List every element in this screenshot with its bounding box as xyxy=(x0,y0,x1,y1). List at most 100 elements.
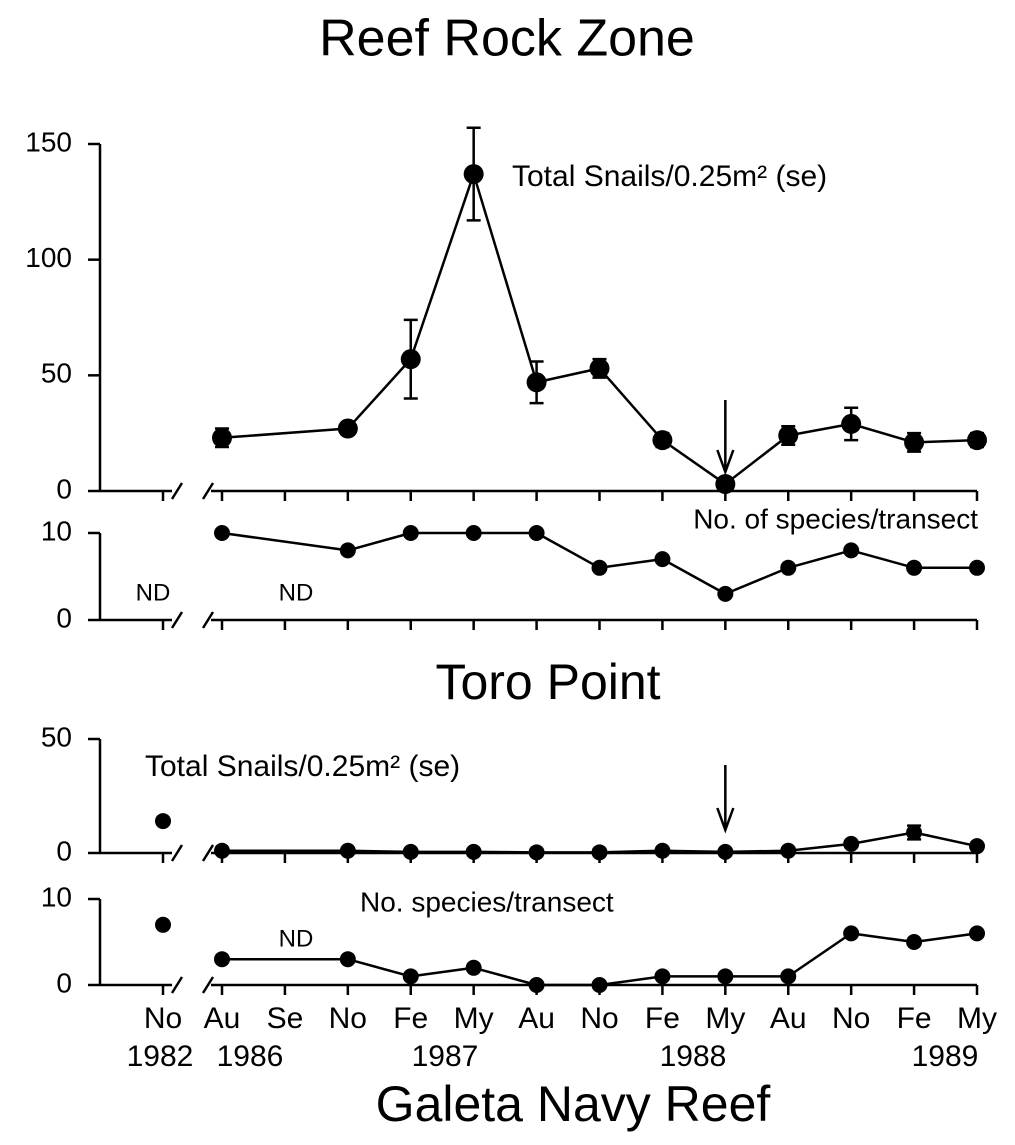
data-point xyxy=(717,585,734,602)
x-axis-label: Galeta Navy Reef xyxy=(376,1076,771,1132)
axis-break xyxy=(170,482,184,500)
line-segment xyxy=(850,831,915,846)
y-tick-label: 0 xyxy=(56,473,72,504)
line-segment xyxy=(221,427,348,440)
line-segment xyxy=(472,173,538,383)
y-tick-label: 10 xyxy=(41,881,72,912)
line-segment xyxy=(598,367,664,441)
data-point xyxy=(589,358,610,379)
axis-break xyxy=(201,611,215,629)
year-label: 1987 xyxy=(412,1040,479,1073)
data-point xyxy=(906,824,923,841)
data-point xyxy=(528,844,545,861)
line-segment xyxy=(725,849,789,854)
line-segment xyxy=(347,531,412,552)
panel-label: No. of species/transect xyxy=(693,503,978,534)
data-point xyxy=(906,934,923,950)
line-segment xyxy=(788,422,852,437)
data-point xyxy=(339,842,356,859)
data-point xyxy=(214,842,230,859)
data-point xyxy=(906,559,923,576)
data-point xyxy=(591,977,608,993)
data-point xyxy=(780,559,797,576)
data-point xyxy=(400,349,421,370)
annotation: ND xyxy=(279,925,314,952)
data-point xyxy=(843,835,860,852)
data-point xyxy=(841,413,862,434)
line-segment xyxy=(599,557,663,570)
x-tick-label: Au xyxy=(770,1002,807,1035)
x-tick-label: No xyxy=(832,1002,870,1035)
year-label: 1982 xyxy=(127,1040,194,1073)
data-point xyxy=(402,843,419,860)
x-tick-label: No xyxy=(580,1002,618,1035)
line-segment xyxy=(347,849,411,854)
data-point xyxy=(339,542,356,559)
data-point xyxy=(969,559,985,576)
data-point xyxy=(843,542,860,559)
x-tick-label: No xyxy=(329,1002,367,1035)
data-point xyxy=(402,968,419,985)
line-segment xyxy=(787,932,852,978)
data-point xyxy=(465,843,482,860)
arrow xyxy=(716,400,735,476)
data-point xyxy=(155,813,171,830)
y-tick-label: 100 xyxy=(25,242,72,273)
axis-break xyxy=(170,844,184,862)
arrow xyxy=(716,765,735,834)
data-point xyxy=(591,844,608,861)
annotation: ND xyxy=(136,579,171,606)
year-label: 1988 xyxy=(660,1040,727,1073)
line-segment xyxy=(724,566,789,596)
data-point xyxy=(465,525,482,541)
data-point xyxy=(591,559,608,576)
data-point xyxy=(717,843,734,860)
axis-break xyxy=(170,976,184,994)
line-segment xyxy=(221,531,349,552)
data-point xyxy=(778,425,799,446)
x-tick-label: Au xyxy=(204,1002,241,1035)
x-tick-label: Au xyxy=(518,1002,555,1035)
data-point xyxy=(402,525,419,541)
line-segment xyxy=(473,966,537,987)
panel-label: No. species/transect xyxy=(360,886,614,917)
data-point xyxy=(337,418,358,439)
axis-break xyxy=(201,976,215,994)
x-tick-label: My xyxy=(454,1002,494,1035)
axis-break xyxy=(201,844,215,862)
data-point xyxy=(654,551,671,568)
y-tick-label: 10 xyxy=(41,515,72,546)
panel-title: Toro Point xyxy=(435,654,660,710)
line-segment xyxy=(599,849,663,854)
year-label: 1989 xyxy=(912,1040,979,1073)
year-label: 1986 xyxy=(217,1040,284,1073)
line-segment xyxy=(787,549,852,570)
x-tick-label: Fe xyxy=(393,1002,428,1035)
data-point xyxy=(214,525,230,541)
data-point xyxy=(967,430,987,451)
data-point xyxy=(843,925,860,942)
x-tick-label: Fe xyxy=(645,1002,680,1035)
y-tick-label: 0 xyxy=(56,967,72,998)
data-point xyxy=(654,842,671,859)
data-point xyxy=(969,838,985,855)
data-point xyxy=(155,916,171,933)
line-segment xyxy=(914,438,978,444)
data-point xyxy=(214,951,230,968)
data-point xyxy=(528,525,545,541)
y-tick-label: 50 xyxy=(41,358,72,389)
y-tick-label: 50 xyxy=(41,721,72,752)
x-tick-label: My xyxy=(705,1002,745,1035)
x-tick-label: No xyxy=(144,1002,182,1035)
data-point xyxy=(715,474,736,495)
data-point xyxy=(526,372,547,393)
annotation: ND xyxy=(279,579,314,606)
data-point xyxy=(463,164,484,185)
axis-break xyxy=(201,482,215,500)
panel-title: Reef Rock Zone xyxy=(319,10,695,68)
line-segment xyxy=(599,975,663,987)
data-point xyxy=(904,432,925,453)
data-point xyxy=(780,968,797,985)
data-point xyxy=(780,842,797,859)
